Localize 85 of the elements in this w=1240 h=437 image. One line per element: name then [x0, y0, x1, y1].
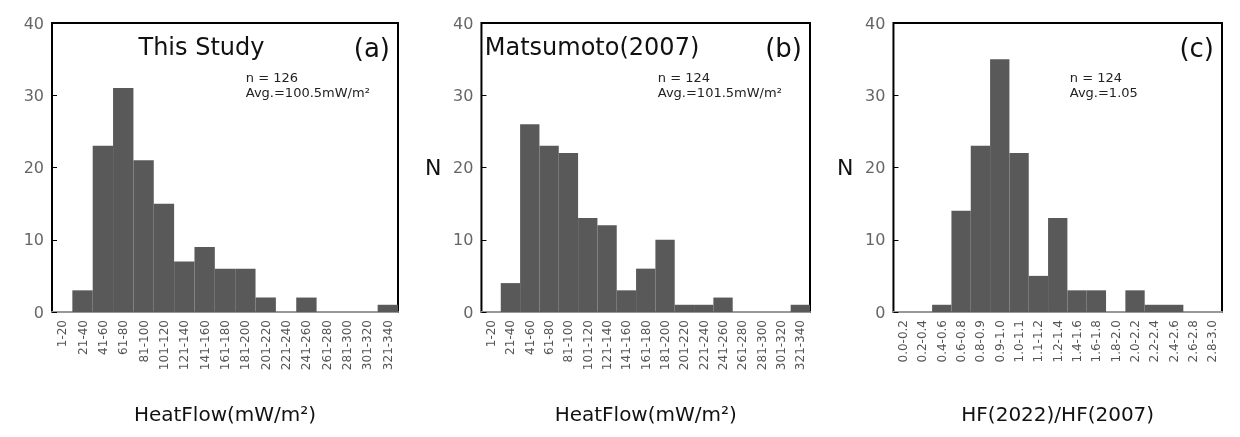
x-tick-label: 0.4-0.6: [934, 320, 949, 363]
x-tick-label: 261-280: [319, 320, 334, 371]
x-tick-label: 81-100: [561, 320, 576, 363]
x-tick-label: 2.8-3.0: [1205, 320, 1220, 363]
x-tick-label: 261-280: [735, 320, 750, 371]
x-tick-label: 141-160: [197, 320, 212, 371]
x-tick-label: 1.0-1.1: [1012, 320, 1027, 363]
annotation: (a): [353, 33, 391, 63]
x-tick-label: 161-180: [638, 320, 653, 371]
x-tick-label: 321-340: [793, 320, 808, 371]
x-tick-label: 1.8-2.0: [1108, 320, 1123, 363]
x-tick-label: 181-200: [238, 320, 253, 371]
x-tick-label: 241-260: [716, 320, 731, 371]
annotation: (b): [765, 33, 803, 63]
x-tick-label: 2.0-2.2: [1128, 320, 1143, 363]
chart-title: Matsumoto(2007): [484, 33, 700, 61]
y-tick-label: 10: [865, 230, 886, 250]
x-tick-label: 61-80: [542, 320, 557, 355]
x-tick-label: 2.4-2.6: [1166, 320, 1181, 363]
x-tick-label: 0.9-1.0: [992, 320, 1007, 363]
x-tick-label: 221-240: [696, 320, 711, 371]
x-tick-label: 0.6-0.8: [954, 320, 969, 363]
y-tick-label: 40: [23, 13, 44, 33]
x-tick-label: 41-60: [522, 320, 537, 355]
y-tick-label: 30: [23, 85, 44, 105]
x-tick-label: 61-80: [116, 320, 131, 355]
x-tick-label: 101-120: [156, 320, 171, 371]
y-tick-label: 20: [23, 158, 44, 177]
annotation: (c): [1179, 33, 1215, 63]
x-tick-label: 281-300: [340, 320, 355, 371]
annotation: Avg.=101.5mW/m²: [657, 85, 782, 100]
x-tick-label: 81-100: [136, 320, 151, 363]
x-tick-label: 1.1-1.2: [1031, 320, 1046, 363]
x-tick-label: 2.6-2.8: [1186, 320, 1201, 363]
x-tick-label: 281-300: [754, 320, 769, 371]
annotation: n = 124: [1069, 70, 1122, 85]
x-tick-label: 161-180: [218, 320, 232, 371]
x-tick-label: 1-20: [55, 320, 70, 348]
y-tick-label: 20: [453, 158, 474, 177]
x-tick-label: 21-40: [75, 320, 90, 355]
x-tick-label: 0.8-0.9: [973, 320, 988, 363]
x-tick-label: 0.0-0.2: [896, 320, 911, 363]
annotation: Avg.=1.05: [1069, 85, 1138, 100]
x-tick-label: 201-220: [677, 320, 692, 371]
annotation: Avg.=100.5mW/m²: [245, 85, 370, 100]
x-tick-label: 221-240: [279, 320, 294, 371]
x-tick-label: 301-320: [774, 320, 789, 371]
x-tick-label: 1.6-1.8: [1089, 320, 1104, 363]
x-tick-label: 201-220: [258, 320, 273, 371]
y-axis-title: N: [424, 155, 442, 180]
y-axis-title: N: [836, 155, 854, 180]
x-tick-label: 1-20: [484, 320, 499, 348]
annotation: n = 124: [657, 70, 710, 85]
x-tick-label: 301-320: [360, 320, 375, 371]
y-tick-label: 40: [865, 13, 886, 33]
y-tick-label: 20: [865, 158, 886, 177]
bar: [790, 304, 810, 312]
x-axis-title: HeatFlow(mW/m²): [554, 402, 737, 426]
x-tick-label: 181-200: [658, 320, 673, 371]
x-tick-label: 0.2-0.4: [915, 320, 930, 363]
x-tick-label: 241-260: [299, 320, 314, 371]
chart-title: This Study: [137, 33, 265, 61]
x-tick-label: 1.2-1.4: [1050, 320, 1065, 363]
x-tick-label: 141-160: [619, 320, 634, 371]
y-tick-label: 0: [875, 302, 886, 322]
x-tick-label: 2.2-2.4: [1147, 320, 1162, 363]
x-tick-label: 21-40: [503, 320, 518, 355]
y-tick-label: 40: [453, 13, 474, 33]
y-tick-label: 10: [23, 230, 44, 250]
x-tick-label: 1.4-1.6: [1070, 320, 1085, 363]
bar: [377, 304, 398, 312]
y-tick-label: 0: [33, 302, 44, 322]
x-axis-title: HeatFlow(mW/m²): [133, 402, 317, 426]
x-tick-label: 121-140: [177, 320, 192, 371]
y-tick-label: 30: [453, 85, 474, 105]
y-tick-label: 30: [865, 85, 886, 105]
x-tick-label: 121-140: [600, 320, 615, 371]
x-tick-label: 41-60: [95, 320, 110, 355]
x-axis-title: HF(2022)/HF(2007): [961, 402, 1155, 426]
x-tick-label: 101-120: [580, 320, 595, 371]
y-tick-label: 10: [453, 230, 474, 250]
annotation: n = 126: [245, 70, 298, 85]
x-tick-label: 321-340: [380, 320, 395, 371]
y-tick-label: 0: [463, 302, 474, 322]
bar: [296, 297, 317, 312]
